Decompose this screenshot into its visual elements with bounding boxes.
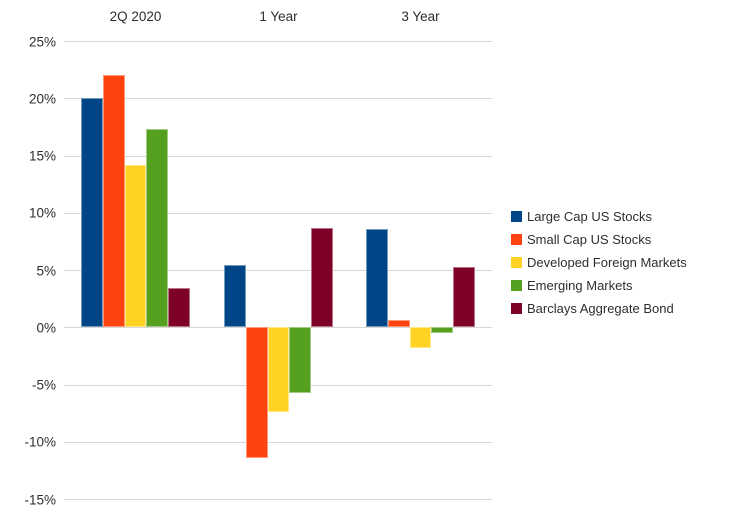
bar-barclays-aggregate-bond [453, 266, 475, 328]
legend-item: Emerging Markets [511, 274, 687, 297]
category-label: 3 Year [401, 9, 440, 24]
bar-large-cap-us-stocks [81, 98, 103, 328]
value-axis-tick-label: 15% [28, 148, 56, 164]
bar-large-cap-us-stocks [224, 265, 246, 328]
legend-label: Barclays Aggregate Bond [527, 301, 674, 316]
gridline [64, 212, 492, 214]
value-axis-tick-label: 25% [28, 34, 56, 49]
value-axis-tick-label: -10% [24, 434, 56, 450]
value-axis-tick-label: 20% [28, 91, 56, 107]
bar-small-cap-us-stocks [102, 75, 125, 328]
bar-large-cap-us-stocks [366, 228, 388, 328]
legend: Large Cap US Stocks Small Cap US Stocks De… [511, 205, 687, 320]
legend-swatch-icon [511, 234, 522, 245]
bar-developed-foreign-markets [409, 327, 432, 348]
legend-item: Barclays Aggregate Bond [511, 297, 687, 320]
gridline [64, 98, 492, 100]
gridline [64, 270, 492, 271]
legend-swatch-icon [511, 303, 522, 314]
bar-developed-foreign-markets [124, 164, 147, 328]
value-axis-tick-label: -5% [31, 377, 56, 393]
legend-label: Developed Foreign Markets [527, 255, 687, 270]
gridline [64, 41, 492, 42]
legend-item: Small Cap US Stocks [511, 228, 687, 251]
bar-emerging-markets [289, 327, 312, 393]
legend-label: Small Cap US Stocks [527, 232, 652, 247]
gridline [64, 441, 492, 443]
bar-developed-foreign-markets [267, 327, 290, 412]
gridline [64, 499, 492, 500]
category-label: 2Q 2020 [109, 9, 162, 24]
value-axis-tick-label: -15% [24, 492, 56, 507]
legend-item: Large Cap US Stocks [511, 205, 687, 228]
bar-emerging-markets [431, 327, 454, 333]
legend-label: Large Cap US Stocks [527, 209, 653, 224]
legend-swatch-icon [511, 257, 522, 268]
legend-label: Emerging Markets [527, 278, 633, 293]
value-axis-tick-label: 0% [36, 320, 56, 336]
bar-emerging-markets [146, 129, 169, 328]
bar-small-cap-us-stocks [387, 320, 410, 328]
value-axis-tick-label: 10% [28, 205, 56, 221]
legend-swatch-icon [511, 280, 522, 291]
legend-item: Developed Foreign Markets [511, 251, 687, 274]
gridline [64, 155, 492, 157]
value-axis-tick-label: 5% [36, 263, 56, 278]
bar-barclays-aggregate-bond [168, 288, 190, 328]
bar-barclays-aggregate-bond [311, 227, 333, 328]
category-label: 1 Year [259, 9, 298, 24]
legend-swatch-icon [511, 211, 522, 222]
bar-small-cap-us-stocks [245, 327, 268, 458]
